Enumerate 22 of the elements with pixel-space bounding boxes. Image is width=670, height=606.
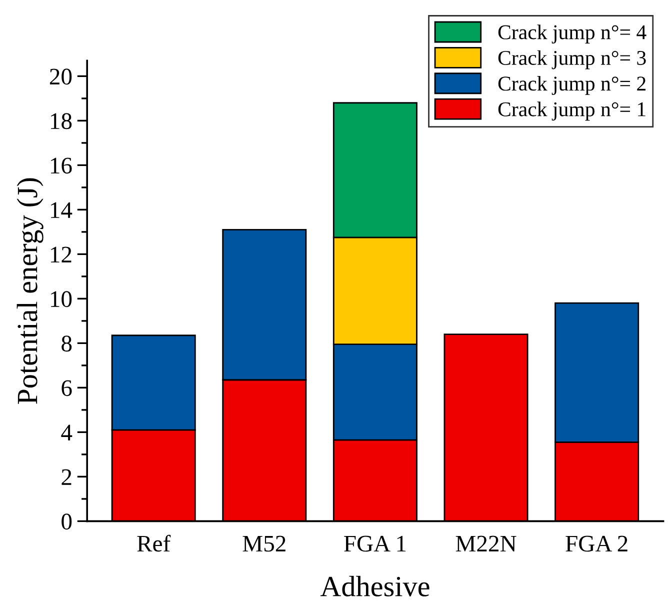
x-tick-label: M52: [242, 536, 286, 552]
y-tick-label: 12: [50, 246, 72, 262]
y-tick-label: 20: [50, 68, 72, 85]
x-tick-label: M22N: [456, 536, 516, 552]
x-tick-label: FGA 1: [344, 536, 406, 552]
x-axis-title: Adhesive: [320, 576, 430, 596]
x-tick-label: Ref: [137, 534, 171, 552]
y-tick-label: 0: [62, 514, 72, 530]
y-tick-label: 4: [61, 424, 72, 440]
legend-label: Crack jump n°= 4: [498, 24, 646, 44]
legend-label: Crack jump n°= 1: [498, 102, 646, 121]
y-tick-label: 10: [50, 291, 72, 308]
y-tick-label: 2: [62, 469, 72, 485]
y-tick-label: 16: [50, 158, 72, 174]
legend-label: Crack jump n°= 3: [498, 50, 646, 70]
y-tick-label: 8: [62, 336, 72, 352]
y-axis-title: Potential energy (J): [16, 178, 44, 404]
x-tick-label: FGA 2: [566, 536, 628, 552]
y-tick-label: 6: [62, 380, 72, 396]
y-tick-label: 14: [50, 202, 72, 218]
legend-label: Crack jump n°= 2: [498, 76, 646, 95]
y-tick-label: 18: [50, 113, 72, 130]
